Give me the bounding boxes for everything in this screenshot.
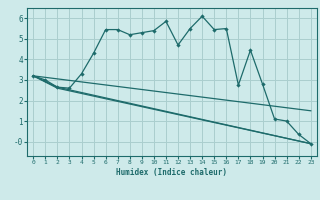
X-axis label: Humidex (Indice chaleur): Humidex (Indice chaleur) — [116, 168, 228, 177]
